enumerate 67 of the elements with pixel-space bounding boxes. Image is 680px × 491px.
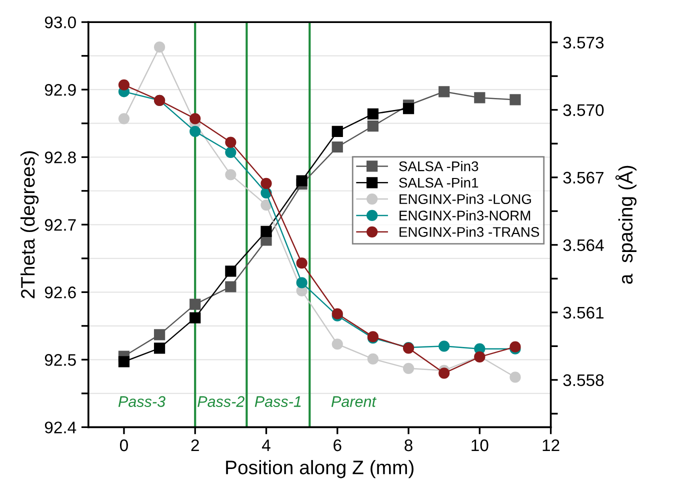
point bbox=[367, 120, 379, 132]
y-tick-label: 92.7 bbox=[44, 219, 76, 231]
y2-tick-label: 3.570 bbox=[563, 104, 604, 116]
point bbox=[296, 258, 308, 269]
point bbox=[438, 86, 450, 98]
y-tick-label: 93.0 bbox=[44, 16, 76, 28]
point bbox=[332, 126, 343, 138]
point bbox=[225, 146, 236, 158]
point bbox=[154, 42, 166, 53]
point bbox=[438, 368, 450, 379]
x-tick-label: 10 bbox=[472, 439, 488, 452]
annotation: Pass-3 bbox=[118, 396, 166, 407]
annotation: Pass-1 bbox=[254, 396, 301, 407]
y2-tick-label: 3.564 bbox=[563, 239, 604, 252]
y2-tick-label: 3.561 bbox=[563, 306, 604, 319]
point bbox=[296, 277, 308, 288]
y2-tick-label: 3.573 bbox=[563, 36, 604, 49]
y-tick-label: 92.6 bbox=[44, 286, 76, 298]
point bbox=[402, 362, 414, 374]
point bbox=[402, 102, 414, 114]
point bbox=[190, 298, 201, 310]
point bbox=[190, 312, 201, 324]
x-tick-label: 8 bbox=[404, 439, 412, 452]
point bbox=[474, 92, 486, 104]
legend-label: ENGINX-Pin3 -TRANS bbox=[400, 226, 540, 237]
point bbox=[190, 113, 201, 124]
y2-tick-label: 3.567 bbox=[563, 172, 604, 184]
point bbox=[510, 94, 521, 106]
y2-axis-title: a spacing (Å) bbox=[615, 166, 636, 284]
y-axis-title: 2Theta (degrees) bbox=[20, 151, 39, 298]
point bbox=[260, 200, 272, 211]
point bbox=[225, 136, 236, 148]
annotation: Parent bbox=[331, 396, 377, 407]
x-tick-label: 6 bbox=[334, 439, 342, 452]
y-tick-label: 92.9 bbox=[44, 84, 76, 96]
annotation: Pass-2 bbox=[198, 396, 244, 407]
point bbox=[510, 372, 521, 383]
y-tick-label: 92.4 bbox=[44, 422, 76, 434]
point bbox=[225, 266, 236, 277]
legend-label: SALSA -Pin1 bbox=[399, 177, 478, 188]
x-tick-label: 0 bbox=[120, 439, 128, 452]
point bbox=[332, 338, 343, 350]
point bbox=[438, 340, 450, 352]
point bbox=[118, 356, 130, 368]
point bbox=[296, 175, 308, 186]
point bbox=[118, 79, 130, 90]
point bbox=[225, 169, 236, 180]
y-tick-label: 92.5 bbox=[44, 354, 76, 366]
point bbox=[367, 353, 379, 365]
x-tick-label: 12 bbox=[542, 439, 560, 452]
legend-label: ENGINX-Pin3-NORM bbox=[400, 210, 530, 220]
x-tick-label: 4 bbox=[262, 440, 270, 452]
y-tick-label: 92.8 bbox=[44, 152, 76, 164]
point bbox=[154, 329, 166, 340]
point bbox=[190, 126, 201, 138]
point bbox=[260, 226, 272, 237]
x-tick-label: 2 bbox=[191, 439, 199, 452]
y2-tick-label: 3.558 bbox=[563, 374, 604, 386]
point bbox=[332, 141, 343, 153]
legend-label: SALSA -Pin3 bbox=[399, 161, 478, 172]
point bbox=[260, 178, 272, 190]
point bbox=[367, 108, 379, 120]
x-axis-title: Position along Z (mm) bbox=[226, 460, 414, 478]
point bbox=[225, 281, 236, 292]
point bbox=[154, 342, 166, 354]
legend-label: ENGINX-Pin3 -LONG bbox=[400, 194, 531, 204]
point bbox=[118, 113, 130, 124]
